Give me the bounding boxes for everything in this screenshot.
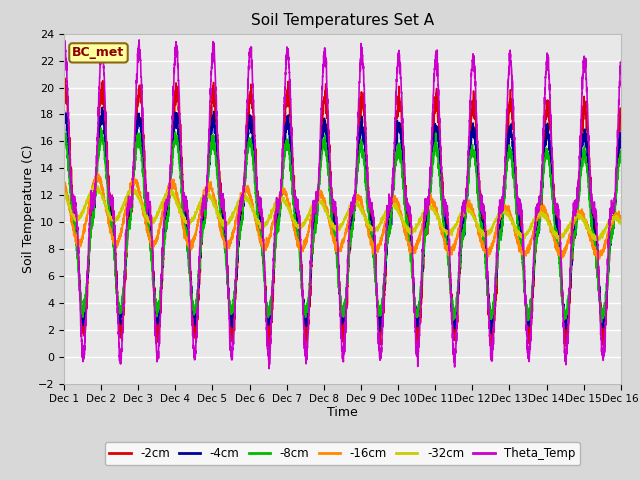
Theta_Temp xyxy=(161,216,168,221)
-32cm xyxy=(436,222,444,228)
Theta_Temp xyxy=(499,208,507,214)
Line: -32cm: -32cm xyxy=(64,185,621,241)
Theta_Temp xyxy=(616,63,624,69)
-8cm xyxy=(616,156,624,162)
-4cm xyxy=(467,140,475,146)
-16cm xyxy=(161,204,168,210)
-16cm xyxy=(60,178,68,184)
-2cm xyxy=(499,200,507,205)
Title: Soil Temperatures Set A: Soil Temperatures Set A xyxy=(251,13,434,28)
-4cm xyxy=(60,107,68,112)
Line: -4cm: -4cm xyxy=(64,107,621,333)
-8cm xyxy=(161,235,168,241)
-4cm xyxy=(436,168,444,173)
Y-axis label: Soil Temperature (C): Soil Temperature (C) xyxy=(22,144,35,273)
-4cm xyxy=(616,140,624,145)
-32cm xyxy=(555,239,563,244)
Theta_Temp xyxy=(322,64,330,70)
-32cm xyxy=(90,182,97,188)
-32cm xyxy=(616,218,624,224)
-4cm xyxy=(322,121,330,127)
-16cm xyxy=(436,224,444,229)
-8cm xyxy=(436,187,444,193)
-4cm xyxy=(617,138,625,144)
-2cm xyxy=(616,120,624,125)
-32cm xyxy=(467,212,475,217)
Line: -8cm: -8cm xyxy=(64,128,621,323)
-2cm xyxy=(467,117,475,122)
Line: -16cm: -16cm xyxy=(64,174,621,262)
Line: -2cm: -2cm xyxy=(64,78,621,347)
-8cm xyxy=(617,153,625,159)
-2cm xyxy=(436,143,444,149)
Legend: -2cm, -4cm, -8cm, -16cm, -32cm, Theta_Temp: -2cm, -4cm, -8cm, -16cm, -32cm, Theta_Te… xyxy=(104,443,580,465)
-16cm xyxy=(594,259,602,264)
-8cm xyxy=(97,125,105,131)
-4cm xyxy=(487,330,495,336)
-32cm xyxy=(60,189,68,195)
-2cm xyxy=(563,344,570,350)
-4cm xyxy=(499,209,507,215)
-8cm xyxy=(598,320,605,325)
-16cm xyxy=(322,204,330,210)
Text: BC_met: BC_met xyxy=(72,47,125,60)
-32cm xyxy=(499,208,507,214)
-16cm xyxy=(467,206,475,212)
-32cm xyxy=(322,207,330,213)
-8cm xyxy=(467,153,475,159)
Theta_Temp xyxy=(617,62,625,68)
-8cm xyxy=(60,129,68,134)
-16cm xyxy=(94,171,102,177)
-2cm xyxy=(161,243,168,249)
-2cm xyxy=(322,81,330,87)
Theta_Temp xyxy=(436,144,444,150)
Line: Theta_Temp: Theta_Temp xyxy=(64,40,621,369)
Theta_Temp xyxy=(265,366,273,372)
-4cm xyxy=(99,104,106,110)
-2cm xyxy=(617,112,625,118)
-8cm xyxy=(322,141,330,147)
-4cm xyxy=(161,235,168,241)
-2cm xyxy=(61,75,69,81)
Theta_Temp xyxy=(468,73,476,79)
-8cm xyxy=(499,213,507,219)
-16cm xyxy=(499,205,507,211)
-16cm xyxy=(616,213,624,218)
X-axis label: Time: Time xyxy=(327,406,358,419)
Theta_Temp xyxy=(135,37,143,43)
Theta_Temp xyxy=(60,46,68,51)
-16cm xyxy=(617,219,625,225)
-2cm xyxy=(60,89,68,95)
-32cm xyxy=(617,220,625,226)
-32cm xyxy=(161,196,168,202)
